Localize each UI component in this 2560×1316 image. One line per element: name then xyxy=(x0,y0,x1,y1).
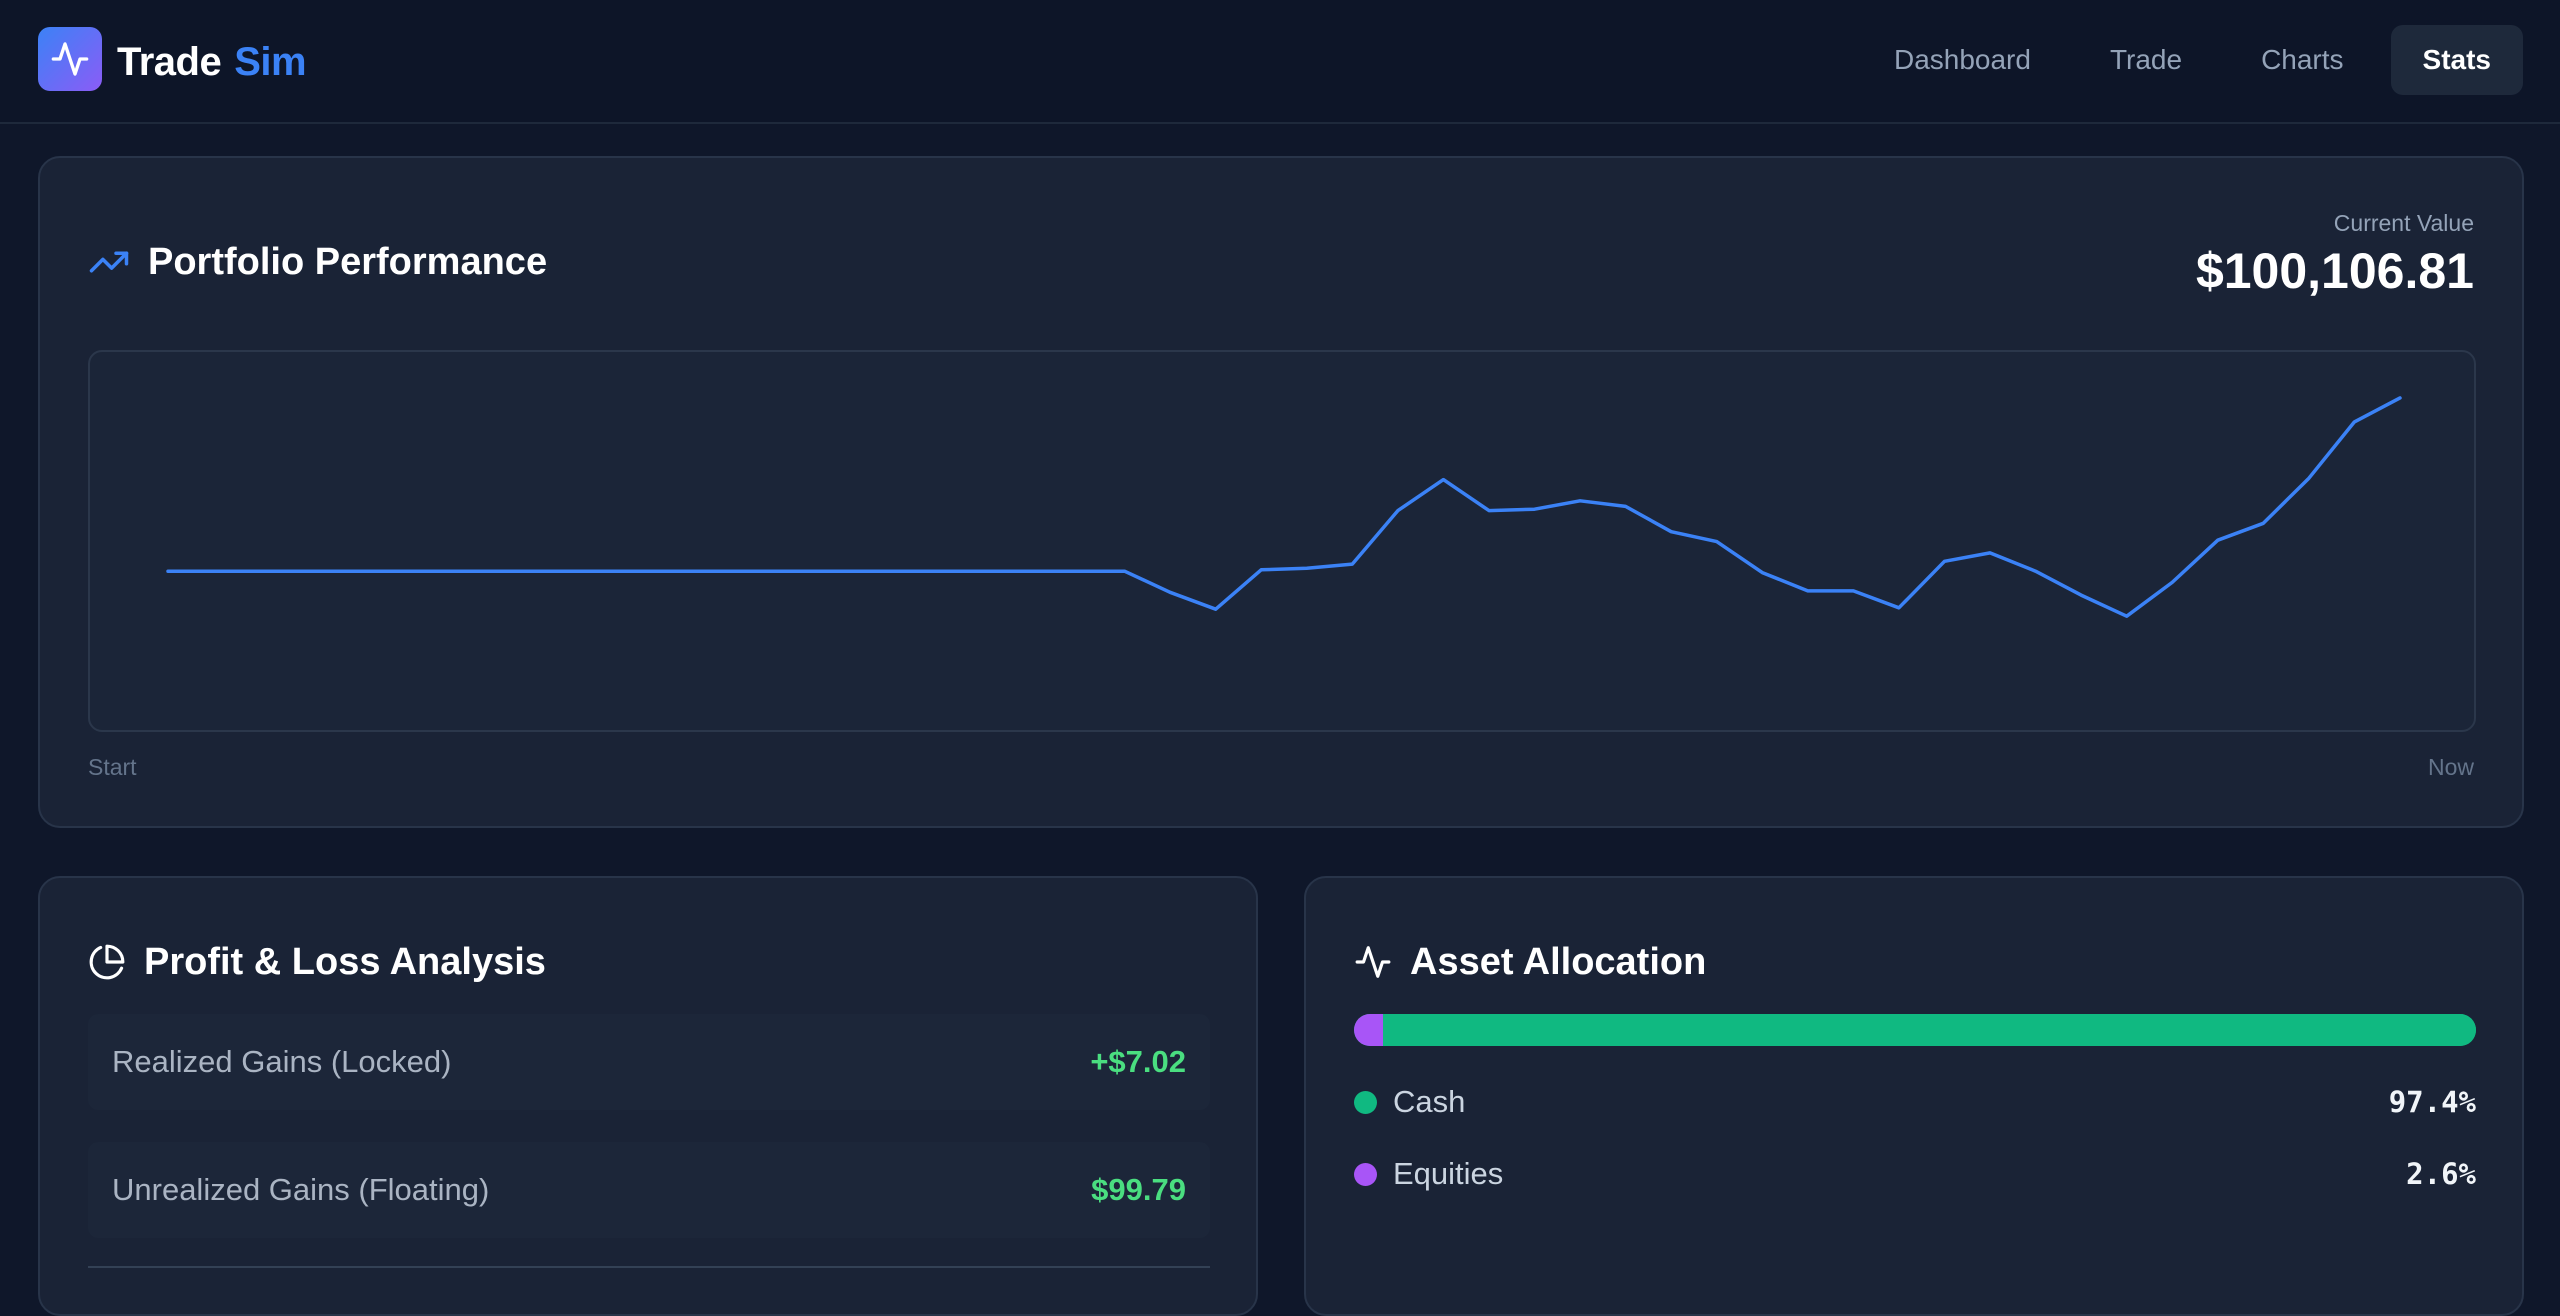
pie-chart-icon xyxy=(88,943,126,981)
allocation-title: Asset Allocation xyxy=(1410,940,1707,983)
series-line-portfolio-value xyxy=(166,396,2402,618)
allocation-bar xyxy=(1354,1014,2476,1046)
performance-title: Portfolio Performance xyxy=(148,240,548,283)
allocation-segment-cash xyxy=(1383,1014,2476,1046)
brand-name[interactable]: Trade Sim xyxy=(117,34,307,90)
nav-dashboard[interactable]: Dashboard xyxy=(1893,44,2031,75)
x-axis-start-label: Start xyxy=(88,754,137,780)
realized-gains-row: Realized Gains (Locked) +$7.02 xyxy=(88,1014,1210,1110)
unrealized-gains-row: Unrealized Gains (Floating) $99.79 xyxy=(88,1142,1210,1238)
trending-up-icon xyxy=(88,241,130,283)
portfolio-performance-card: Portfolio Performance Current Value $100… xyxy=(38,156,2524,828)
legend-cash: Cash 97.4% xyxy=(1354,1082,2476,1122)
performance-chart-svg xyxy=(166,396,2402,618)
cash-percent: 97.4% xyxy=(2388,1085,2476,1119)
cash-label: Cash xyxy=(1393,1084,1466,1119)
realized-gains-label: Realized Gains (Locked) xyxy=(112,1044,452,1079)
pnl-divider xyxy=(88,1266,1210,1268)
performance-chart xyxy=(88,350,2476,732)
activity-icon xyxy=(1354,943,1392,981)
current-value: $100,106.81 xyxy=(2195,243,2474,299)
nav-charts[interactable]: Charts xyxy=(2261,44,2344,75)
equities-percent: 2.6% xyxy=(2406,1157,2476,1191)
equities-label: Equities xyxy=(1393,1156,1504,1191)
current-value-label: Current Value xyxy=(2333,210,2474,236)
profit-loss-card: Profit & Loss Analysis Realized Gains (L… xyxy=(38,876,1258,1316)
cash-dot xyxy=(1354,1090,1377,1114)
allocation-header: Asset Allocation xyxy=(1354,934,1706,990)
pnl-header: Profit & Loss Analysis xyxy=(88,934,546,990)
asset-allocation-card: Asset Allocation Cash 97.4% Equities 2.6… xyxy=(1304,876,2524,1316)
nav-trade[interactable]: Trade xyxy=(2109,44,2183,75)
logo[interactable] xyxy=(38,27,102,91)
realized-gains-value: +$7.02 xyxy=(1090,1044,1186,1079)
equities-dot xyxy=(1354,1162,1377,1186)
pnl-title: Profit & Loss Analysis xyxy=(144,940,546,983)
unrealized-gains-label: Unrealized Gains (Floating) xyxy=(112,1172,490,1207)
unrealized-gains-value: $99.79 xyxy=(1091,1172,1186,1207)
brand-accent: Sim xyxy=(234,39,307,84)
allocation-segment-equities xyxy=(1354,1014,1384,1046)
activity-icon xyxy=(50,39,90,79)
top-navigation-bar: Trade Sim Dashboard Trade Charts Stats xyxy=(0,0,2560,124)
main-nav: Dashboard Trade Charts Stats xyxy=(1847,25,2523,95)
x-axis-end-label: Now xyxy=(2427,754,2474,780)
performance-header: Portfolio Performance xyxy=(88,234,547,290)
brand-primary: Trade xyxy=(117,39,222,84)
legend-equities: Equities 2.6% xyxy=(1354,1154,2476,1194)
nav-stats[interactable]: Stats xyxy=(2390,25,2523,95)
